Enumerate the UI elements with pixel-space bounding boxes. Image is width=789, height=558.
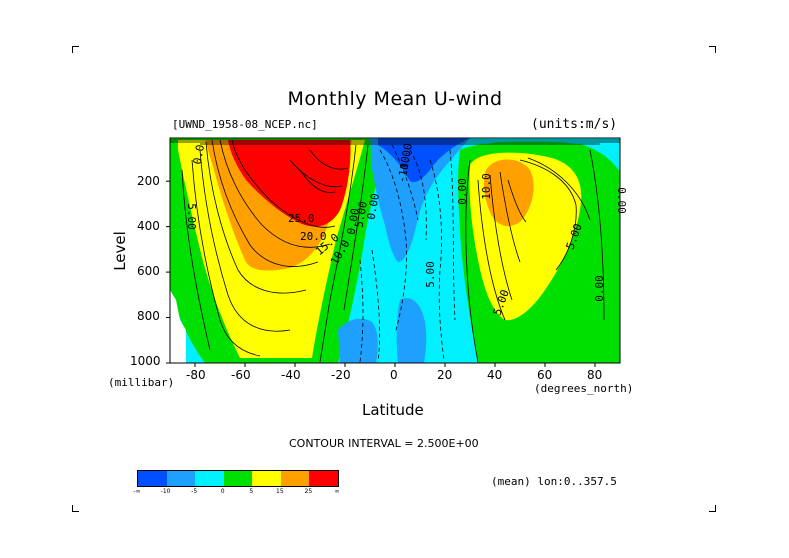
x-tick-label: -80 <box>186 368 206 382</box>
region-blue-low-2 <box>396 298 427 363</box>
region-blue-dark <box>378 138 470 183</box>
contour-label: 5.00 <box>184 203 198 230</box>
colorbar-swatch <box>223 471 253 486</box>
colorbar-swatch <box>166 471 196 486</box>
x-tick-label: 0 <box>390 368 398 382</box>
x-tick-label: -40 <box>281 368 301 382</box>
x-tick-label: -60 <box>231 368 251 382</box>
x-axis-units: (degrees_north) <box>534 382 634 395</box>
contour-lines <box>181 139 605 363</box>
colorbar-swatch <box>309 471 339 486</box>
corner-mark-top-right <box>709 46 716 53</box>
colorbar-tick-label: -10 <box>160 488 171 495</box>
colorbar-tick-label: ∞ <box>334 488 340 495</box>
corner-mark-bottom-left <box>72 505 79 512</box>
contour-label: 20.0 <box>300 230 327 243</box>
contour-label: 5.00 <box>423 261 437 288</box>
x-ticks <box>194 363 596 367</box>
y-tick-label: 1000 <box>130 354 161 368</box>
contour-fill-layer <box>170 138 620 363</box>
contour-label: 0.00 <box>455 178 469 205</box>
x-tick-label: 80 <box>587 368 603 382</box>
x-tick-label: 60 <box>537 368 553 382</box>
y-axis-label: Level <box>110 231 129 271</box>
colorbar-swatch <box>252 471 281 486</box>
top-contour-cluster <box>170 139 620 145</box>
region-blue-low <box>338 318 378 363</box>
colorbar-tick-label: 0 <box>220 488 225 495</box>
y-tick-label: 800 <box>137 309 160 323</box>
y-tick-label: 600 <box>137 264 160 278</box>
dataset-label: [UWND_1958-08_NCEP.nc] <box>172 118 318 131</box>
chart-title: Monthly Mean U-wind <box>287 88 503 110</box>
contour-label: 0.00 <box>614 187 628 214</box>
y-tick-label: 400 <box>137 219 160 233</box>
x-tick-label: 20 <box>437 368 453 382</box>
units-label: (units:m/s) <box>531 117 618 132</box>
contour-label: 0.00 <box>592 275 606 302</box>
colorbar-tick-label: 15 <box>276 488 284 495</box>
region-south-red <box>228 140 351 227</box>
colorbar-tick-label: 5 <box>249 488 254 495</box>
corner-mark-bottom-right <box>709 505 716 512</box>
y-axis-units: (millibar) <box>108 376 175 389</box>
contour-label: 25.0 <box>288 212 315 225</box>
footer-note: (mean) lon:0..357.5 <box>491 475 617 488</box>
region-missing <box>170 290 186 363</box>
colorbar-swatch <box>138 471 167 486</box>
colorbar-tick-label: 25 <box>304 488 313 495</box>
contour-interval: CONTOUR INTERVAL = 2.500E+00 <box>289 437 479 450</box>
y-ticks <box>166 180 170 364</box>
colorbar-swatch <box>195 471 224 486</box>
corner-mark-top-left <box>72 46 79 53</box>
region-north-orange <box>483 159 534 227</box>
x-axis-label: Latitude <box>362 401 424 419</box>
colorbar <box>137 470 339 487</box>
x-tick-label: -20 <box>331 368 351 382</box>
x-tick-label: 40 <box>487 368 503 382</box>
y-tick-label: 200 <box>137 174 160 188</box>
region-blue-light <box>370 138 470 262</box>
contour-label: 10.0 <box>479 173 493 200</box>
colorbar-tick-label: -∞ <box>133 488 141 495</box>
negative-contours <box>359 144 456 363</box>
colorbar-swatch <box>280 471 310 486</box>
colorbar-tick-label: -5 <box>191 488 198 495</box>
